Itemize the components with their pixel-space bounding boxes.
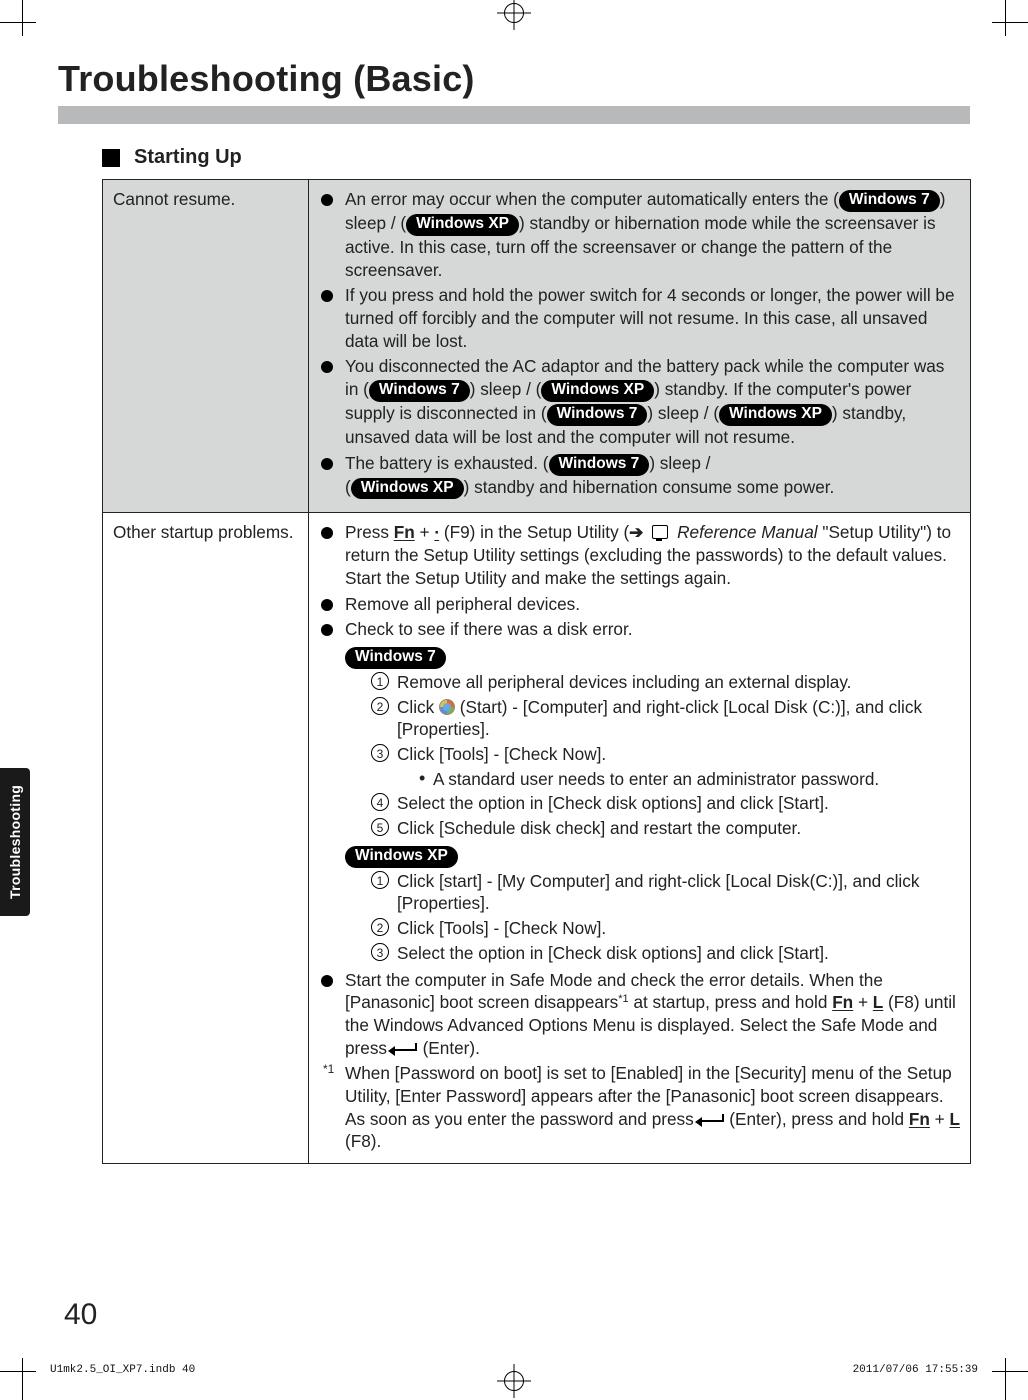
title-band [58,106,970,124]
list-item: The battery is exhausted. (Windows 7) sl… [319,452,960,500]
key-fn: Fn [832,992,853,1012]
os-pill-winxp: Windows XP [541,380,654,402]
section-bullet-icon [102,149,120,167]
page-title: Troubleshooting (Basic) [58,58,970,100]
troubleshooting-table: Cannot resume. An error may occur when t… [102,179,971,1164]
solution-cell: Press Fn + ∙ (F9) in the Setup Utility (… [309,513,971,1164]
step-item: 2Click (Start) - [Computer] and right-cl… [371,696,960,741]
step-item: 1Remove all peripheral devices including… [371,671,960,694]
footer-filename: U1mk2.5_OI_XP7.indb 40 [50,1364,195,1376]
key-l: L [873,992,884,1012]
os-pill-win7: Windows 7 [839,190,940,212]
sub-note: A standard user needs to enter an admini… [419,768,960,791]
os-pill-winxp: Windows XP [719,404,832,426]
step-item: 3Select the option in [Check disk option… [371,942,960,965]
step-number-icon: 2 [371,918,389,936]
step-number-icon: 1 [371,672,389,690]
step-item: 4Select the option in [Check disk option… [371,792,960,815]
step-number-icon: 2 [371,697,389,715]
footer-timestamp: 2011/07/06 17:55:39 [853,1364,978,1376]
enter-key-icon [394,1049,416,1051]
arrow-icon: ➔ [629,522,643,542]
enter-key-icon [701,1120,723,1122]
step-number-icon: 4 [371,793,389,811]
registration-mark [497,0,531,30]
key-fn: Fn [394,522,415,542]
crop-mark [992,0,1028,36]
crop-mark [0,0,36,36]
footnote: *1 When [Password on boot] is set to [En… [319,1062,960,1153]
windows-logo-icon [439,699,455,715]
step-item: 5Click [Schedule disk check] and restart… [371,817,960,840]
step-item: 2Click [Tools] - [Check Now]. [371,917,960,940]
step-number-icon: 1 [371,871,389,889]
footnote-mark: *1 [323,1062,334,1078]
key-l: L [950,1109,961,1129]
solution-cell: An error may occur when the computer aut… [309,180,971,513]
os-pill-winxp: Windows XP [351,478,464,500]
table-row: Other startup problems. Press Fn + ∙ (F9… [103,513,971,1164]
reference-title: Reference Manual [672,522,817,542]
symptom-cell: Cannot resume. [103,180,309,513]
step-number-icon: 5 [371,818,389,836]
reference-manual-icon [650,523,670,541]
os-pill-winxp: Windows XP [406,214,519,236]
os-pill-winxp: Windows XP [345,846,458,868]
page-number: 40 [64,1298,97,1332]
registration-mark [497,1364,531,1398]
os-pill-win7: Windows 7 [549,454,650,476]
step-item: 3Click [Tools] - [Check Now]. A standard… [371,743,960,790]
list-item: Remove all peripheral devices. [319,593,960,616]
footnote-ref: *1 [618,993,628,1005]
step-number-icon: 3 [371,943,389,961]
section-label: Starting Up [134,146,242,169]
table-row: Cannot resume. An error may occur when t… [103,180,971,513]
os-pill-win7: Windows 7 [345,647,446,669]
step-number-icon: 3 [371,744,389,762]
key-fn: Fn [909,1109,930,1129]
list-item: Start the computer in Safe Mode and chec… [319,969,960,1060]
list-item: If you press and hold the power switch f… [319,284,960,352]
step-item: 1Click [start] - [My Computer] and right… [371,870,960,915]
symptom-cell: Other startup problems. [103,513,309,1164]
list-item: An error may occur when the computer aut… [319,188,960,281]
list-item: You disconnected the AC adaptor and the … [319,355,960,448]
side-tab-troubleshooting: Troubleshooting [0,768,30,916]
os-pill-win7: Windows 7 [369,380,470,402]
list-item: Press Fn + ∙ (F9) in the Setup Utility (… [319,521,960,589]
list-item: Check to see if there was a disk error. [319,618,960,641]
os-pill-win7: Windows 7 [547,404,648,426]
